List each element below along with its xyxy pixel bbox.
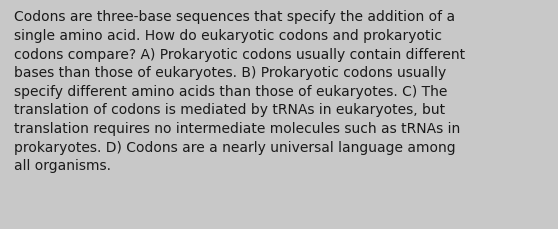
Text: Codons are three-base sequences that specify the addition of a
single amino acid: Codons are three-base sequences that spe… (14, 10, 465, 173)
